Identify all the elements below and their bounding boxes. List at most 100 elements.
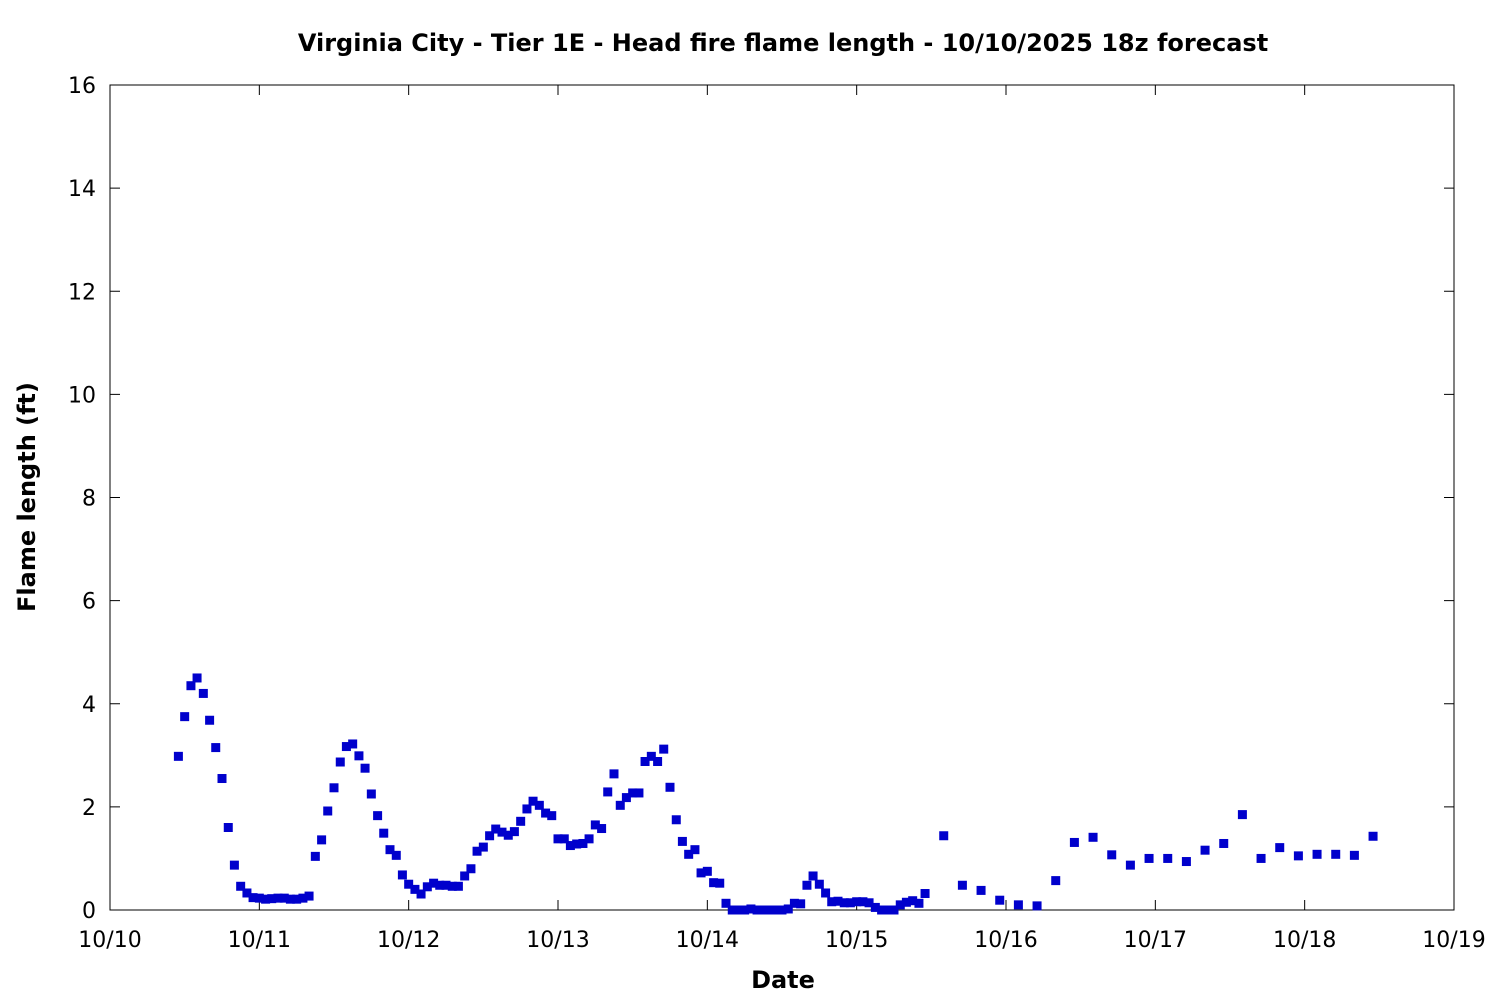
data-point <box>877 905 887 915</box>
data-point <box>335 757 345 767</box>
data-point <box>478 842 488 852</box>
y-tick-label: 8 <box>82 487 96 512</box>
x-tick-label: 10/16 <box>974 928 1037 953</box>
data-point <box>640 757 650 766</box>
data-point <box>292 894 302 904</box>
data-point <box>192 673 202 683</box>
data-point <box>765 905 775 915</box>
data-point <box>180 712 190 722</box>
data-point <box>534 800 544 810</box>
data-point <box>783 904 793 914</box>
data-point <box>1349 850 1359 860</box>
data-point <box>186 681 196 691</box>
data-point <box>229 860 239 870</box>
data-point <box>789 898 799 908</box>
y-tick-label: 10 <box>68 383 96 408</box>
data-point <box>279 893 289 903</box>
data-point <box>416 889 426 899</box>
data-point <box>845 898 855 908</box>
data-point <box>366 789 376 799</box>
x-tick-label: 10/13 <box>526 928 589 953</box>
data-point <box>466 864 476 874</box>
data-point <box>1125 860 1135 870</box>
data-point <box>522 804 532 814</box>
x-tick-label: 10/19 <box>1422 928 1485 953</box>
data-point <box>323 806 333 816</box>
data-point <box>615 800 625 810</box>
data-point <box>173 751 183 761</box>
data-point <box>285 894 295 904</box>
data-point <box>709 878 719 888</box>
data-point <box>385 845 395 855</box>
data-point <box>621 793 631 803</box>
data-point <box>491 824 501 834</box>
data-point <box>1088 832 1098 842</box>
data-point <box>677 836 687 846</box>
data-point <box>1256 853 1266 863</box>
data-point <box>827 897 837 907</box>
data-point <box>802 880 812 890</box>
data-point <box>341 742 351 752</box>
x-axis: 10/10 10/11 10/12 10/13 10/14 10/15 10/16 10/17… <box>78 85 1486 953</box>
data-point <box>777 905 787 915</box>
data-point <box>254 893 264 903</box>
data-point <box>1181 857 1191 867</box>
data-point <box>976 885 986 895</box>
data-point <box>397 870 407 880</box>
data-point <box>391 850 401 860</box>
data-point <box>528 796 538 806</box>
data-point <box>590 820 600 830</box>
x-tick-label: 10/17 <box>1124 928 1187 953</box>
x-tick-label: 10/14 <box>676 928 739 953</box>
data-point <box>1107 850 1117 860</box>
data-point <box>1163 853 1173 863</box>
data-points <box>173 673 1378 915</box>
data-point <box>634 788 644 798</box>
data-point <box>839 898 849 908</box>
data-point <box>715 878 725 888</box>
x-tick-label: 10/15 <box>825 928 888 953</box>
data-point <box>509 827 519 837</box>
data-point <box>547 811 557 821</box>
chart-title: Virginia City - Tier 1E - Head fire flam… <box>298 29 1268 57</box>
data-point <box>584 834 594 844</box>
data-point <box>1051 876 1061 886</box>
data-point <box>565 841 575 851</box>
data-point <box>852 897 862 907</box>
data-point <box>957 880 967 890</box>
data-point <box>858 897 868 907</box>
data-point <box>665 782 675 792</box>
data-point <box>329 783 339 793</box>
data-point <box>870 902 880 912</box>
data-point <box>939 831 949 841</box>
data-point <box>1219 838 1229 848</box>
data-point <box>796 899 806 909</box>
data-point <box>628 788 638 798</box>
data-point <box>609 769 619 779</box>
data-point <box>659 744 669 754</box>
data-point <box>223 823 233 832</box>
data-point <box>410 884 420 894</box>
data-point <box>721 898 731 908</box>
data-point <box>821 888 831 898</box>
data-point <box>740 905 750 915</box>
data-point <box>908 896 918 906</box>
data-point <box>914 898 924 908</box>
data-point <box>1293 851 1303 861</box>
data-point <box>273 893 283 903</box>
data-point <box>833 896 843 906</box>
data-point <box>298 893 308 903</box>
y-tick-label: 6 <box>82 590 96 615</box>
data-point <box>883 905 893 915</box>
data-point <box>460 871 470 881</box>
data-point <box>217 774 227 784</box>
data-point <box>503 830 513 840</box>
data-point <box>310 851 320 861</box>
x-tick-label: 10/11 <box>228 928 291 953</box>
y-tick-label: 4 <box>82 693 96 718</box>
x-tick-label: 10/12 <box>377 928 440 953</box>
data-point <box>1069 837 1079 847</box>
data-point <box>814 879 824 889</box>
data-point <box>671 815 681 825</box>
